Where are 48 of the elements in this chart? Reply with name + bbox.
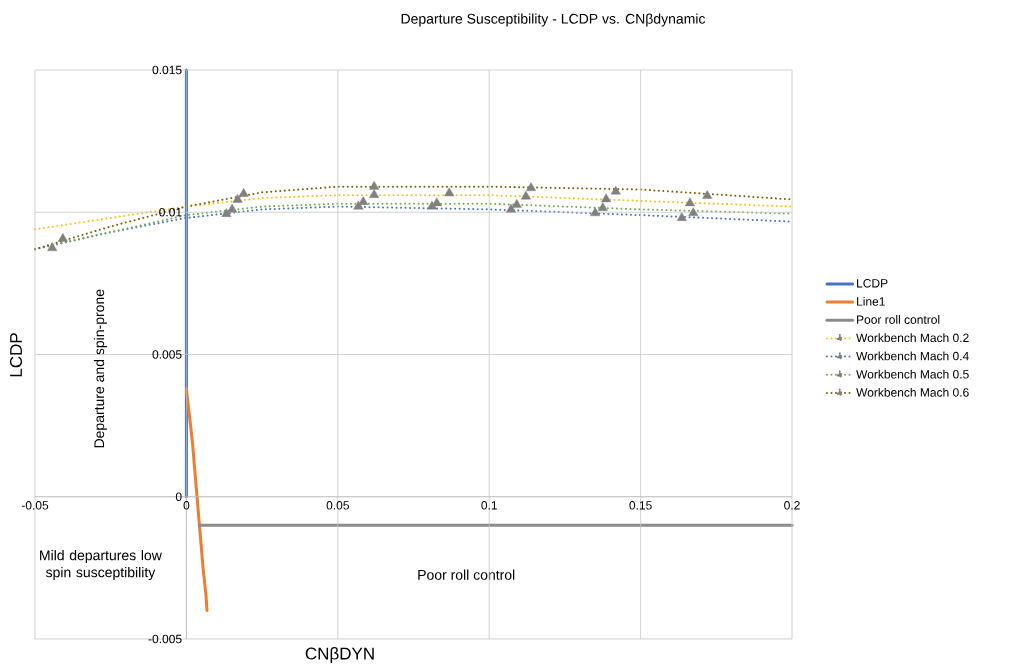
- x-tick-label: -0.05: [21, 501, 49, 510]
- legend-label: Line1: [857, 296, 885, 306]
- y-tick-label: 0: [175, 492, 182, 501]
- annotation: Departure and spin-prone: [93, 289, 107, 448]
- legend-label: Poor roll control: [857, 315, 940, 324]
- point: [685, 197, 695, 207]
- point: [353, 200, 364, 210]
- point: [520, 190, 531, 200]
- x-tick-label: 0.1: [481, 501, 497, 510]
- legend-label: Workbench Mach 0.2: [856, 333, 969, 343]
- point: [597, 202, 608, 211]
- y-tick-label: -0.005: [148, 634, 182, 644]
- point: [506, 203, 516, 213]
- annotation: Poor roll control: [418, 569, 515, 580]
- point: [369, 189, 380, 198]
- point: [238, 188, 249, 197]
- y-tick-label: 0.01: [159, 208, 182, 217]
- x-tick-label: 0.2: [784, 501, 800, 510]
- legend-label: Workbench Mach 0.6: [856, 387, 969, 397]
- point: [47, 242, 58, 252]
- legend-label: Workbench Mach 0.4: [856, 351, 969, 361]
- point: [702, 190, 713, 199]
- point: [511, 199, 522, 208]
- point: [358, 196, 369, 205]
- point: [601, 193, 612, 203]
- annotation: Mild departures low spin susceptibility: [40, 549, 162, 581]
- legend-label: LCDP: [857, 279, 888, 288]
- x-tick-label: 0.15: [629, 501, 652, 510]
- legend-label: Workbench Mach 0.5: [856, 369, 969, 379]
- y-tick-label: 0.015: [152, 65, 182, 75]
- point: [221, 208, 232, 217]
- line-series: [184, 387, 209, 613]
- x-axis-title: CNβDYN: [305, 647, 374, 663]
- point: [590, 207, 601, 217]
- x-tick-label: 0.05: [326, 501, 349, 510]
- point: [232, 194, 243, 203]
- y-axis-title: LCDP: [9, 333, 23, 377]
- point: [676, 212, 687, 221]
- point: [227, 203, 238, 213]
- x-tick-label: 0: [183, 501, 190, 510]
- point: [610, 185, 621, 195]
- point: [444, 187, 455, 197]
- chart-title: Departure Susceptibility - LCDP vs. CNβdynamic: [401, 13, 706, 27]
- point: [526, 182, 536, 192]
- point: [57, 233, 68, 242]
- y-tick-label: 0.005: [152, 350, 182, 359]
- point: [688, 207, 699, 217]
- point: [369, 180, 380, 190]
